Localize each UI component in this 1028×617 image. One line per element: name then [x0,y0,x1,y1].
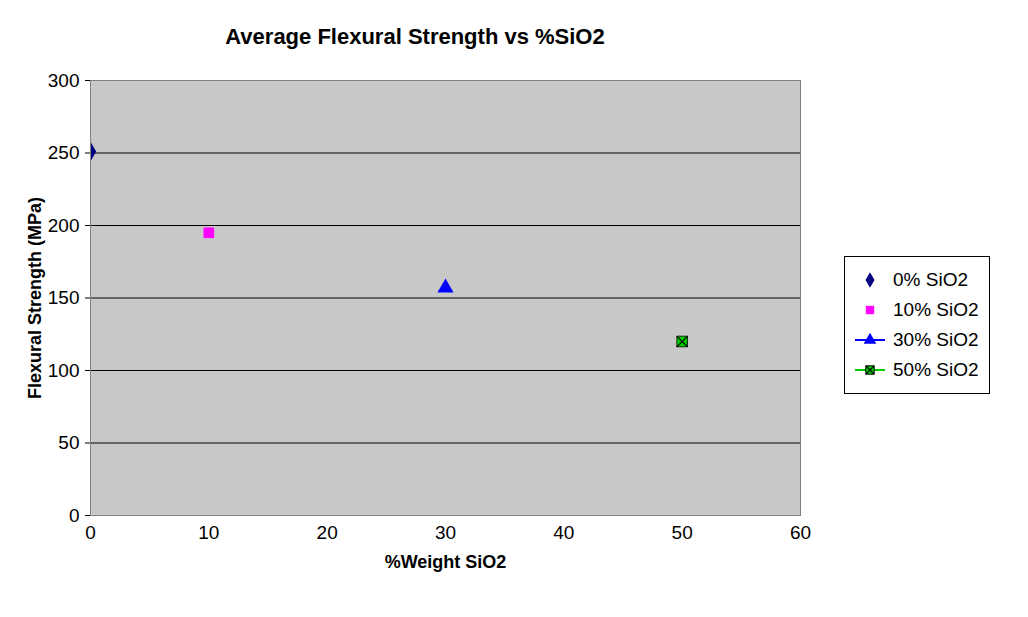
html-text:30% SiO2: 30% SiO2 [893,329,979,350]
html-text:Average Flexural Strength vs %: Average Flexural Strength vs %SiO2 [225,24,605,49]
svg-text:200: 200 [48,215,80,236]
svg-text:150: 150 [48,287,80,308]
svg-text:Flexural Strength (MPa): Flexural Strength (MPa) [25,197,45,399]
svg-text:20: 20 [317,522,338,543]
svg-text:30: 30 [435,522,456,543]
svg-text:40: 40 [553,522,574,543]
svg-text:50: 50 [58,432,79,453]
svg-text:0: 0 [69,505,80,526]
svg-text:60: 60 [790,522,811,543]
html-text:50% SiO2: 50% SiO2 [893,359,979,380]
svg-text:300: 300 [48,70,80,91]
svg-text:50: 50 [672,522,693,543]
html-text:0% SiO2: 0% SiO2 [893,269,968,290]
svg-text:100: 100 [48,360,80,381]
html-text:10% SiO2: 10% SiO2 [893,299,979,320]
svg-text:0: 0 [85,522,96,543]
svg-text:10: 10 [198,522,219,543]
svg-text:250: 250 [48,142,80,163]
svg-text:%Weight SiO2: %Weight SiO2 [385,552,507,572]
